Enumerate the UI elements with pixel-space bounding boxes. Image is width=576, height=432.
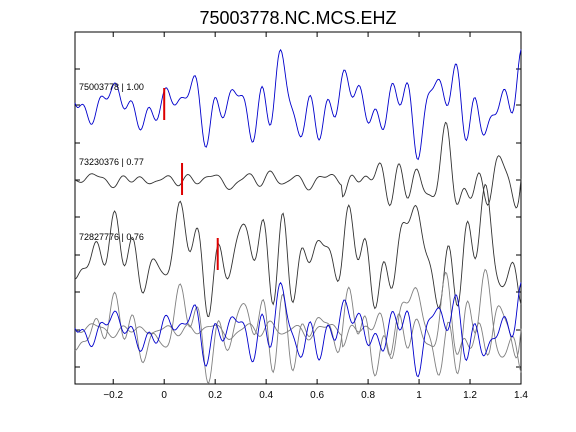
chart-title: 75003778.NC.MCS.EHZ bbox=[199, 8, 396, 28]
trace-line bbox=[74, 48, 522, 161]
overlay-trace-line bbox=[74, 268, 522, 384]
plot-frame bbox=[74, 31, 522, 385]
trace-line bbox=[74, 121, 522, 209]
trace-label: 75003778 | 1.00 bbox=[79, 82, 144, 92]
overlay-trace-line bbox=[74, 271, 522, 359]
x-axis: −0.2 0 0.2 0.4 0.6 0.8 1 1.2 1.4 bbox=[103, 32, 528, 401]
x-tick-label: −0.2 bbox=[103, 390, 123, 401]
trace-label: 72827776 | 0.76 bbox=[79, 232, 144, 242]
x-tick-label: 0.6 bbox=[310, 390, 324, 401]
x-tick-label: 0 bbox=[161, 390, 167, 401]
overlay-trace-line bbox=[74, 281, 522, 378]
overlay-group bbox=[74, 268, 522, 384]
x-tick-label: 0.8 bbox=[361, 390, 375, 401]
y-axis-ticks bbox=[75, 68, 521, 368]
trace-line bbox=[74, 183, 522, 318]
x-tick-label: 0.2 bbox=[208, 390, 222, 401]
x-tick-label: 1.2 bbox=[463, 390, 477, 401]
trace-group: 75003778 | 1.00 73230376 | 0.77 72827776 |… bbox=[74, 48, 522, 318]
x-tick-label: 1.4 bbox=[514, 390, 528, 401]
x-tick-label: 1 bbox=[416, 390, 422, 401]
trace-label: 73230376 | 0.77 bbox=[79, 157, 144, 167]
x-tick-label: 0.4 bbox=[259, 390, 273, 401]
